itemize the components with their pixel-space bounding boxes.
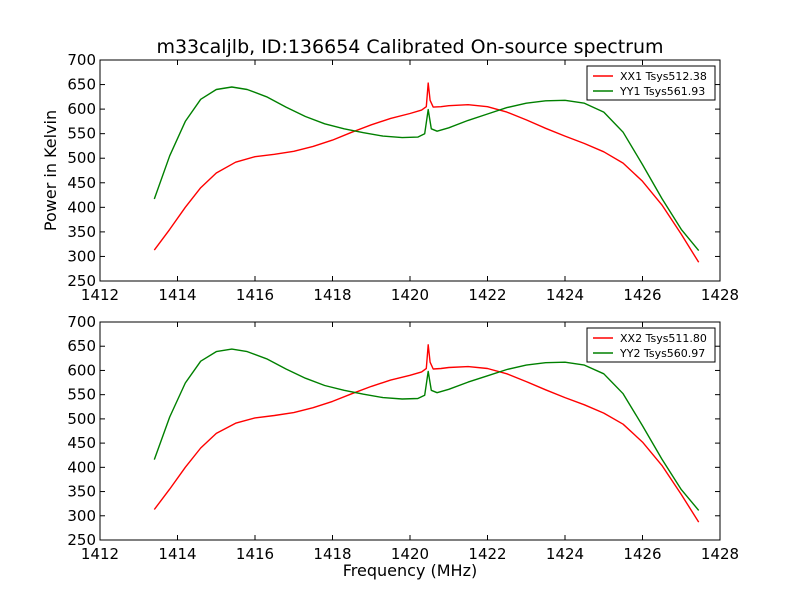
x-tick-label: 1424 (546, 545, 584, 563)
y-tick-label: 550 (67, 125, 96, 143)
x-tick-label: 1412 (81, 286, 119, 304)
panel-2: 1412 1414 1416 1418 1420 1422 1424 1426 1428 250 3… (67, 313, 739, 580)
y-tick-label: 500 (67, 410, 96, 428)
y-tick-label: 450 (67, 434, 96, 452)
legend-label-1: XX2 Tsys511.80 (620, 332, 707, 345)
legend: XX2 Tsys511.80 YY2 Tsys560.97 (586, 327, 716, 363)
y-tick-label: 450 (67, 174, 96, 192)
series-line-2 (153, 348, 700, 511)
x-tick-label: 1420 (391, 286, 429, 304)
y-tick-label: 250 (67, 272, 96, 290)
y-tick-label: 700 (67, 51, 96, 69)
x-tick-label: 1428 (701, 286, 739, 304)
x-tick-label: 1416 (236, 286, 274, 304)
y-tick-label: 250 (67, 531, 96, 549)
legend-label-2: YY2 Tsys560.97 (619, 347, 705, 360)
y-tick-label: 350 (67, 483, 96, 501)
y-tick-label: 600 (67, 100, 96, 118)
y-axis-label: Power in Kelvin (41, 110, 60, 231)
legend-box (586, 65, 716, 101)
y-tick-label: 700 (67, 313, 96, 331)
legend-box (586, 327, 716, 363)
x-tick-label: 1418 (313, 286, 351, 304)
y-tick-label: 650 (67, 76, 96, 94)
x-tick-label: 1414 (158, 545, 196, 563)
x-tick-label: 1422 (468, 545, 506, 563)
x-tick-label: 1420 (391, 545, 429, 563)
y-tick-label: 500 (67, 149, 96, 167)
chart-title: m33caljlb, ID:136654 Calibrated On-sourc… (156, 36, 663, 58)
series-group (153, 344, 700, 523)
x-axis-label: Frequency (MHz) (343, 561, 477, 580)
series-line-2 (153, 86, 700, 252)
y-tick-label: 400 (67, 198, 96, 216)
y-tick-label: 350 (67, 223, 96, 241)
y-tick-label: 400 (67, 458, 96, 476)
series-line-1 (153, 82, 700, 263)
series-line-1 (153, 344, 700, 523)
legend-label-1: XX1 Tsys512.38 (620, 70, 707, 83)
y-tick-label: 550 (67, 386, 96, 404)
series-group (153, 82, 700, 263)
x-tick-label: 1422 (468, 286, 506, 304)
x-tick-label: 1426 (623, 286, 661, 304)
x-tick-label: 1412 (81, 545, 119, 563)
y-tick-label: 300 (67, 247, 96, 265)
legend: XX1 Tsys512.38 YY1 Tsys561.93 (586, 65, 716, 101)
y-tick-label: 300 (67, 507, 96, 525)
x-tick-label: 1424 (546, 286, 584, 304)
x-tick-label: 1428 (701, 545, 739, 563)
legend-label-2: YY1 Tsys561.93 (619, 85, 705, 98)
x-tick-label: 1416 (236, 545, 274, 563)
y-tick-label: 600 (67, 361, 96, 379)
panel-1: 1412 1414 1416 1418 1420 1422 1424 1426 1428 250 3… (41, 51, 739, 304)
y-tick-label: 650 (67, 337, 96, 355)
x-tick-label: 1426 (623, 545, 661, 563)
x-tick-label: 1414 (158, 286, 196, 304)
x-tick-label: 1418 (313, 545, 351, 563)
